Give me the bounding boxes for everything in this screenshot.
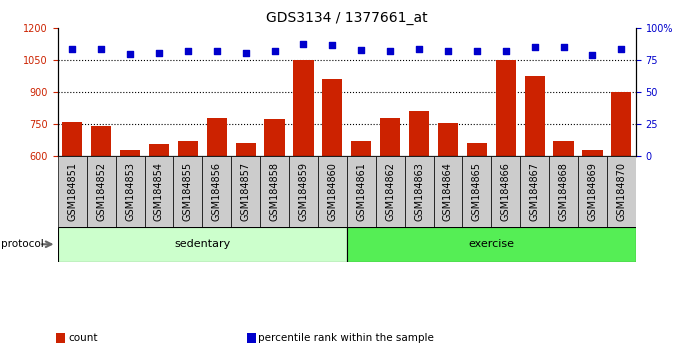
- Text: percentile rank within the sample: percentile rank within the sample: [258, 333, 435, 343]
- Bar: [496, 60, 516, 156]
- Bar: [351, 141, 371, 156]
- Point: [67, 46, 78, 52]
- Bar: [144, 156, 173, 227]
- Bar: [347, 156, 376, 227]
- Bar: [347, 227, 636, 262]
- Text: GSM184862: GSM184862: [385, 162, 395, 221]
- Bar: [289, 156, 318, 227]
- Bar: [462, 156, 492, 227]
- Bar: [466, 143, 487, 156]
- Text: GSM184852: GSM184852: [96, 161, 106, 221]
- Bar: [578, 156, 607, 227]
- Text: GDS3134 / 1377661_at: GDS3134 / 1377661_at: [266, 11, 428, 25]
- Bar: [203, 156, 231, 227]
- Bar: [293, 60, 313, 156]
- Bar: [260, 156, 289, 227]
- Bar: [380, 118, 401, 156]
- Bar: [434, 156, 462, 227]
- Text: GSM184863: GSM184863: [414, 162, 424, 221]
- Bar: [438, 123, 458, 156]
- Point: [529, 45, 540, 50]
- Text: GSM184858: GSM184858: [269, 162, 279, 221]
- Text: GSM184854: GSM184854: [154, 162, 164, 221]
- Text: GSM184856: GSM184856: [211, 162, 222, 221]
- Point: [385, 48, 396, 54]
- Text: sedentary: sedentary: [174, 239, 231, 249]
- Bar: [58, 227, 347, 262]
- Bar: [120, 150, 140, 156]
- Bar: [607, 156, 636, 227]
- Point: [124, 51, 135, 57]
- Bar: [231, 156, 260, 227]
- Bar: [318, 156, 347, 227]
- Bar: [322, 79, 343, 156]
- Bar: [62, 122, 82, 156]
- Text: GSM184870: GSM184870: [616, 162, 626, 221]
- Point: [154, 50, 165, 55]
- Text: GSM184855: GSM184855: [183, 161, 193, 221]
- Point: [443, 48, 454, 54]
- Bar: [235, 143, 256, 156]
- Text: GSM184867: GSM184867: [530, 162, 540, 221]
- Bar: [405, 156, 434, 227]
- Point: [96, 46, 107, 52]
- Bar: [207, 118, 227, 156]
- Point: [298, 41, 309, 46]
- Bar: [549, 156, 578, 227]
- Text: GSM184857: GSM184857: [241, 161, 251, 221]
- Bar: [173, 156, 203, 227]
- Point: [587, 52, 598, 58]
- Bar: [520, 156, 549, 227]
- Point: [558, 45, 569, 50]
- Point: [269, 48, 280, 54]
- Bar: [91, 126, 112, 156]
- Point: [211, 48, 222, 54]
- Text: GSM184869: GSM184869: [588, 162, 598, 221]
- Bar: [554, 141, 574, 156]
- Text: GSM184859: GSM184859: [299, 162, 309, 221]
- Text: GSM184864: GSM184864: [443, 162, 453, 221]
- Text: protocol: protocol: [1, 239, 44, 249]
- Point: [182, 48, 193, 54]
- Point: [413, 46, 424, 52]
- Text: GSM184851: GSM184851: [67, 162, 78, 221]
- Bar: [582, 150, 602, 156]
- Bar: [524, 76, 545, 156]
- Point: [471, 48, 482, 54]
- Bar: [58, 156, 87, 227]
- Point: [616, 46, 627, 52]
- Text: exercise: exercise: [469, 239, 514, 249]
- Bar: [265, 119, 285, 156]
- Point: [500, 48, 511, 54]
- Text: GSM184865: GSM184865: [472, 162, 482, 221]
- Text: count: count: [68, 333, 97, 343]
- Bar: [376, 156, 405, 227]
- Text: GSM184868: GSM184868: [558, 162, 568, 221]
- Bar: [492, 156, 520, 227]
- Bar: [409, 111, 429, 156]
- Point: [327, 42, 338, 48]
- Text: GSM184866: GSM184866: [500, 162, 511, 221]
- Text: GSM184861: GSM184861: [356, 162, 367, 221]
- Bar: [116, 156, 144, 227]
- Text: GSM184860: GSM184860: [327, 162, 337, 221]
- Point: [356, 47, 367, 53]
- Text: GSM184853: GSM184853: [125, 162, 135, 221]
- Bar: [149, 144, 169, 156]
- Bar: [87, 156, 116, 227]
- Bar: [177, 141, 198, 156]
- Bar: [611, 92, 632, 156]
- Point: [240, 50, 251, 55]
